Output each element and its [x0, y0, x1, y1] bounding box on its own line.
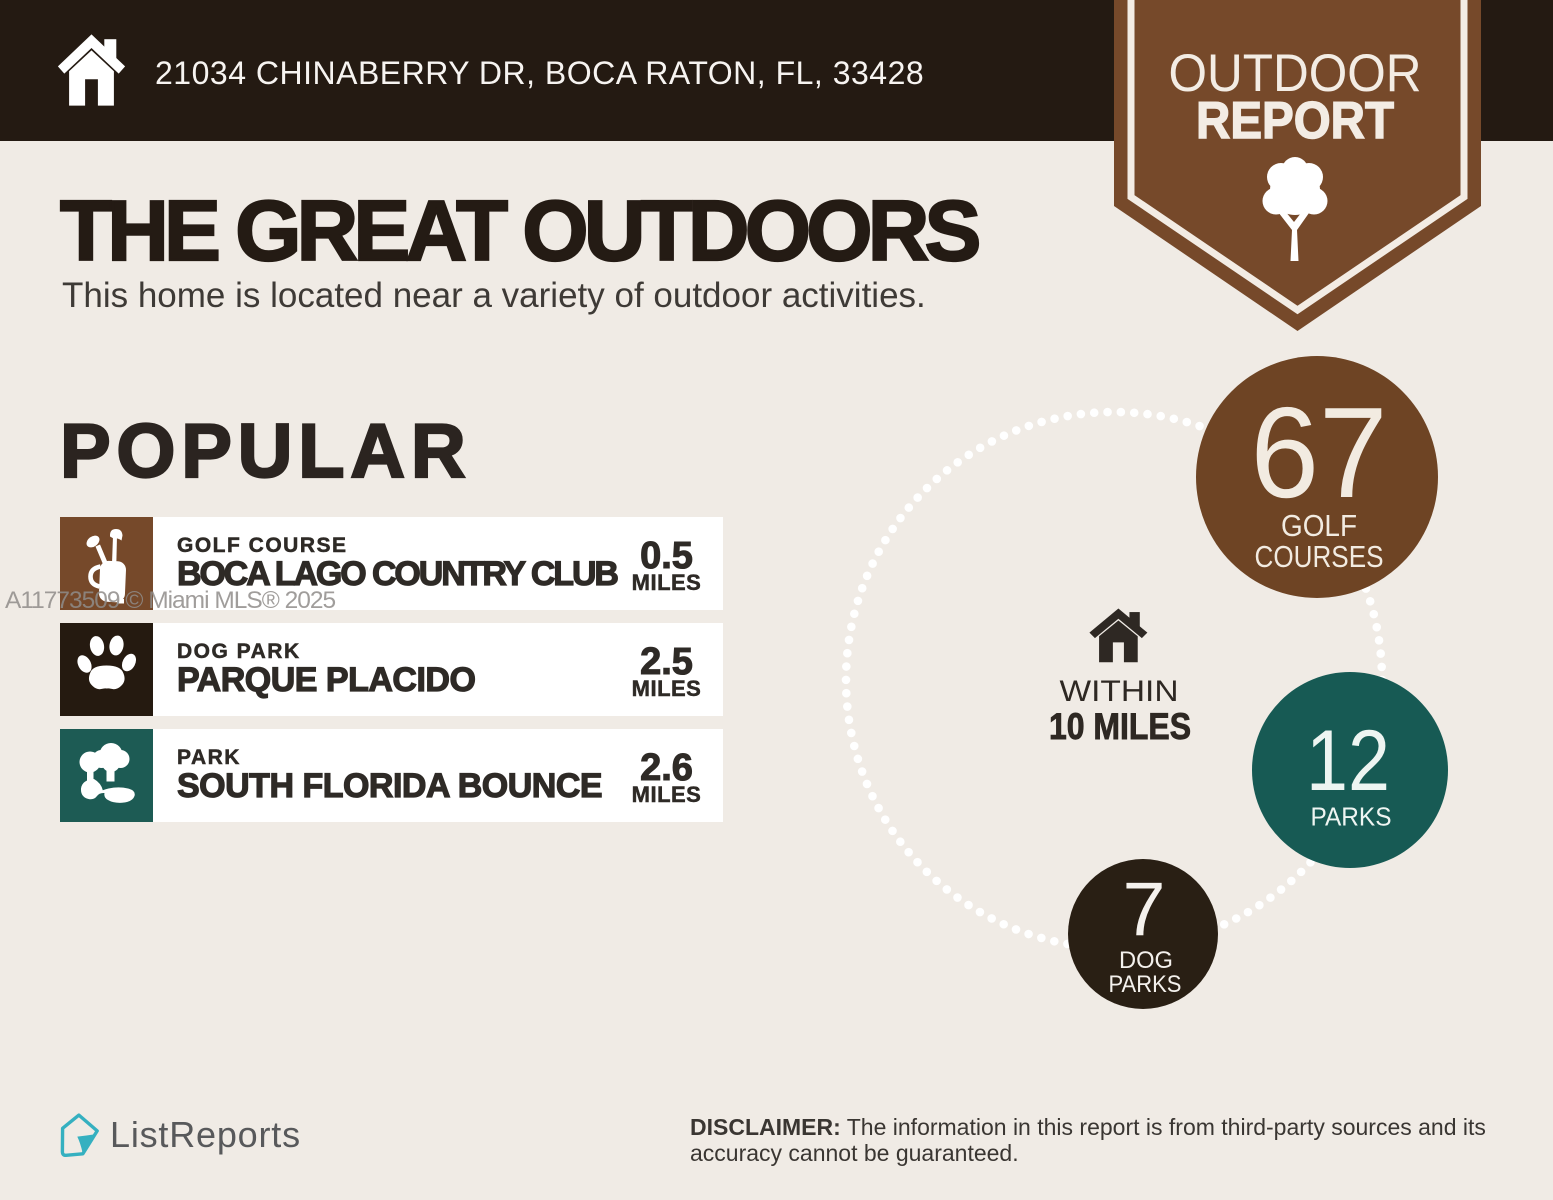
svg-text:7: 7	[1123, 867, 1166, 952]
svg-text:PARKS: PARKS	[1311, 802, 1392, 832]
svg-text:REPORT: REPORT	[1196, 92, 1394, 150]
svg-text:GOLF: GOLF	[1281, 508, 1357, 543]
svg-text:PARKS: PARKS	[1109, 971, 1182, 998]
svg-text:COURSES: COURSES	[1255, 539, 1384, 574]
svg-text:DOG: DOG	[1119, 947, 1173, 974]
svg-text:12: 12	[1306, 713, 1390, 809]
svg-text:67: 67	[1251, 381, 1388, 525]
svg-text:OUTDOOR: OUTDOOR	[1169, 44, 1422, 103]
svg-text:10 MILES: 10 MILES	[1049, 706, 1191, 747]
svg-text:WITHIN: WITHIN	[1060, 675, 1179, 708]
